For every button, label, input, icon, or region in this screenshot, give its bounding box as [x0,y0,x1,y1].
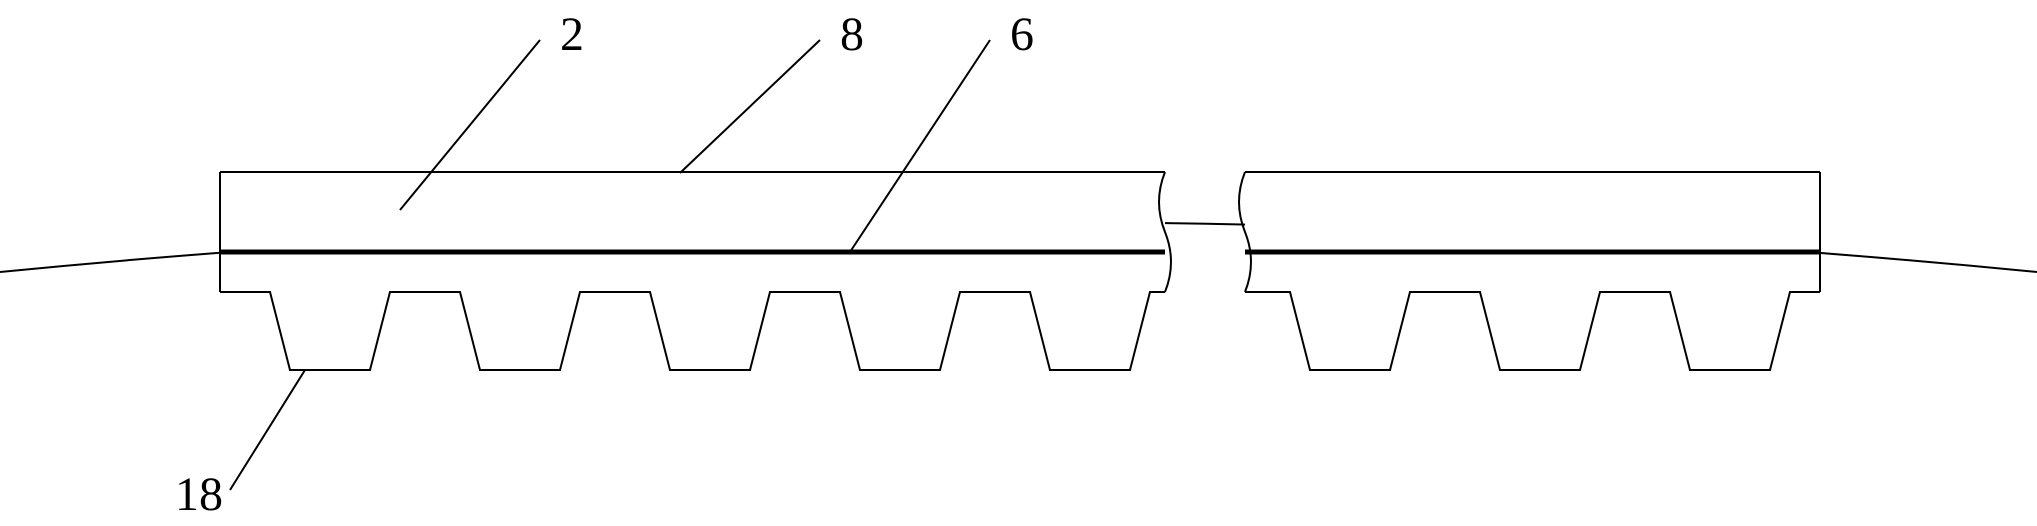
label-2: 2 [560,8,584,61]
belt-right-fill [1245,172,1820,292]
diagram-svg: 2 8 6 18 [0,0,2037,526]
label-6: 6 [1010,8,1034,61]
belt-left-fill [220,172,1165,292]
leader-line [230,370,305,490]
teeth-right [1245,292,1820,370]
label-8: 8 [840,8,864,61]
label-18: 18 [175,468,223,521]
leader-line [680,40,820,173]
teeth-left [220,292,1165,370]
